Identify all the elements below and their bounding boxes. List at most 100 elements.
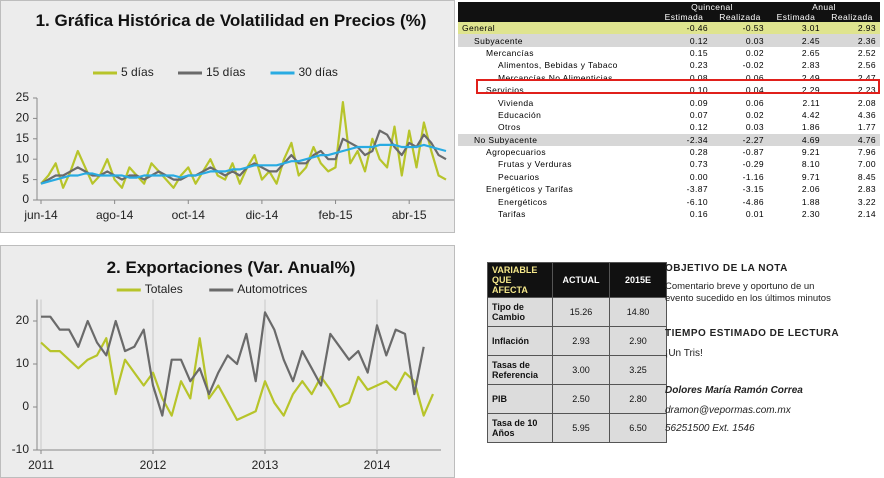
table-row: Inflación 2.93 2.90 xyxy=(487,326,667,356)
value-cell: 15.26 xyxy=(552,297,610,327)
value-cell: 2.50 xyxy=(552,384,610,414)
table-row: Educación 0.07 0.02 4.42 4.36 xyxy=(458,109,880,121)
value-cell: 2.45 xyxy=(801,35,820,46)
value-cell: 0.09 xyxy=(689,97,708,108)
table-row: Tasa de 10 Años 5.95 6.50 xyxy=(487,413,667,443)
legend-label: Automotrices xyxy=(237,282,307,296)
value-cell: 3.00 xyxy=(552,355,610,385)
table-row: Tipo de Cambio 15.26 14.80 xyxy=(487,297,667,327)
row-label: Pecuarios xyxy=(498,171,540,182)
x-tick-label: abr-15 xyxy=(392,208,427,222)
value-cell: -0.87 xyxy=(742,147,764,158)
value-cell: 2.47 xyxy=(857,72,876,83)
table-row: Mercancías 0.15 0.02 2.65 2.52 xyxy=(458,47,880,59)
value-cell: 8.10 xyxy=(801,159,820,170)
row-label: Alimentos, Bebidas y Tabaco xyxy=(498,60,618,71)
value-cell: 2.49 xyxy=(801,72,820,83)
value-cell: -0.02 xyxy=(742,60,764,71)
value-cell: 0.10 xyxy=(689,85,708,96)
y-tick-label: 0 xyxy=(22,399,29,413)
y-tick-label: 10 xyxy=(16,151,30,165)
y-tick-label: 5 xyxy=(22,172,29,186)
value-cell: 0.07 xyxy=(689,109,708,120)
header-cell xyxy=(458,2,656,12)
series-line xyxy=(40,143,447,185)
table-row: Alimentos, Bebidas y Tabaco 0.23 -0.02 2.83… xyxy=(458,59,880,71)
column-header: Estimada xyxy=(656,12,712,22)
row-label: Tasas de Referencia xyxy=(487,355,553,385)
row-label: Otros xyxy=(498,122,521,133)
value-cell: 2.90 xyxy=(609,326,667,356)
value-cell: -4.86 xyxy=(742,196,764,207)
value-cell: 2.14 xyxy=(857,209,876,220)
value-cell: 5.95 xyxy=(552,413,610,443)
row-label: Frutas y Verduras xyxy=(498,159,572,170)
series-line xyxy=(40,129,447,185)
value-cell: 14.80 xyxy=(609,297,667,327)
value-cell: 0.73 xyxy=(689,159,708,170)
value-cell: 2.65 xyxy=(801,47,820,58)
header-cell: VARIABLE QUE AFECTA xyxy=(487,262,553,298)
note-heading: TIEMPO ESTIMADO DE LECTURA xyxy=(665,328,840,339)
value-cell: 1.86 xyxy=(801,122,820,133)
header-cell xyxy=(458,12,656,22)
value-cell: 9.71 xyxy=(801,171,820,182)
row-label: Mercancías xyxy=(486,47,534,58)
value-cell: 4.76 xyxy=(857,134,876,145)
series-line xyxy=(40,337,435,421)
table-row: No Subyacente -2.34 -2.27 4.69 4.76 xyxy=(458,133,880,146)
value-cell: 8.45 xyxy=(857,171,876,182)
x-tick-label: feb-15 xyxy=(319,208,353,222)
forecast-table: VARIABLE QUE AFECTA ACTUAL 2015E Tipo de Ca… xyxy=(487,262,667,443)
row-label: PIB xyxy=(487,384,553,414)
x-tick-label: 2011 xyxy=(28,458,54,472)
series-line xyxy=(40,101,447,189)
chart: -10 0 10 20 2011 2012 2013 2014 Totales Automotri… xyxy=(12,282,441,472)
row-label: No Subyacente xyxy=(474,134,538,145)
table-row: Frutas y Verduras 0.73 -0.29 8.10 7.00 xyxy=(458,158,880,170)
table-row: VARIABLE QUE AFECTA ACTUAL 2015E xyxy=(487,262,667,298)
table-row: Servicios 0.10 0.04 2.29 2.23 xyxy=(458,84,880,96)
x-tick-label: 2014 xyxy=(364,458,391,472)
value-cell: 0.06 xyxy=(745,72,764,83)
table-row: Pecuarios 0.00 -1.16 9.71 8.45 xyxy=(458,171,880,183)
row-label: Tipo de Cambio xyxy=(487,297,553,327)
value-cell: 1.88 xyxy=(801,196,820,207)
value-cell: 0.06 xyxy=(745,97,764,108)
row-label: Agropecuarios xyxy=(486,147,547,158)
value-cell: 2.23 xyxy=(857,85,876,96)
value-cell: 0.03 xyxy=(745,122,764,133)
legend-label: 30 días xyxy=(299,65,338,79)
author: Dolores María Ramón Correa xyxy=(665,385,803,396)
row-label: Tasa de 10 Años xyxy=(487,413,553,443)
value-cell: -2.34 xyxy=(686,134,708,145)
value-cell: 0.15 xyxy=(689,47,708,58)
y-tick-label: -10 xyxy=(12,442,30,456)
value-cell: 2.83 xyxy=(801,60,820,71)
value-cell: 7.96 xyxy=(857,147,876,158)
value-cell: 3.01 xyxy=(801,23,820,34)
chart-panel: 1. Gráfica Histórica de Volatilidad en P… xyxy=(0,0,455,233)
value-cell: 2.06 xyxy=(801,184,820,195)
value-cell: 0.16 xyxy=(689,209,708,220)
y-tick-label: 20 xyxy=(16,111,30,125)
value-cell: 7.00 xyxy=(857,159,876,170)
value-cell: 2.52 xyxy=(857,47,876,58)
row-label: Vivienda xyxy=(498,97,534,108)
value-cell: -0.29 xyxy=(742,159,764,170)
x-tick-label: ago-14 xyxy=(96,208,134,222)
value-cell: -0.46 xyxy=(686,23,708,34)
value-cell: 0.12 xyxy=(689,122,708,133)
column-header: Realizada xyxy=(712,12,768,22)
value-cell: -6.10 xyxy=(686,196,708,207)
value-cell: 0.00 xyxy=(689,171,708,182)
table-row: Energéticos y Tarifas -3.87 -3.15 2.06 2.83 xyxy=(458,183,880,195)
group-header: Anual xyxy=(768,2,880,12)
value-cell: -1.16 xyxy=(742,171,764,182)
table-row: Quincenal Anual xyxy=(458,2,880,12)
table-row: Vivienda 0.09 0.06 2.11 2.08 xyxy=(458,96,880,108)
table-row: PIB 2.50 2.80 xyxy=(487,384,667,414)
value-cell: 9.21 xyxy=(801,147,820,158)
value-cell: 0.01 xyxy=(745,209,764,220)
value-cell: 3.22 xyxy=(857,196,876,207)
